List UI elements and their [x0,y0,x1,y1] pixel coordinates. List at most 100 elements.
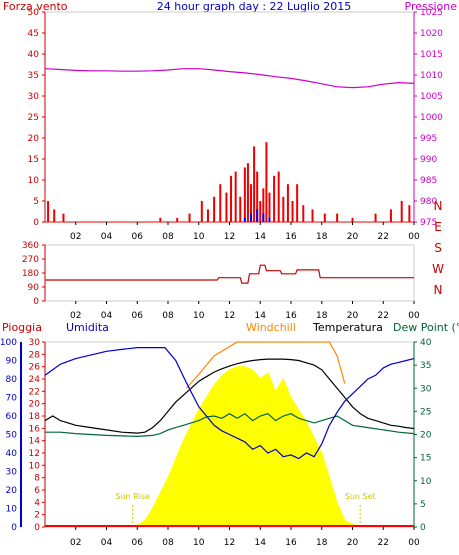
wind-axis-label: Forza vento [3,0,68,13]
temp-tick-label: 15 [420,454,431,464]
wind-bar [323,213,326,222]
wind-low-bar [262,213,265,222]
humidity-axis-label: Umidita [66,321,109,334]
wind-tick-label: 50 [28,8,40,18]
wind-bar [246,163,249,222]
wind-bar [213,196,216,222]
direction-tick-label: 0 [33,297,39,307]
temperature-panel: 0102030405060708090100024681012141618202… [0,338,432,548]
rain-tick-label: 16 [29,424,41,434]
pressure-tick-label: 1005 [420,92,443,102]
pressure-tick-label: 975 [420,218,437,228]
wind-bar [234,171,237,222]
direction-tick-label: 270 [22,255,39,265]
rain-axis-label: Pioggia [2,321,42,334]
temp-tick-label: 30 [420,384,432,394]
rain-tick-label: 12 [29,449,40,459]
wind-tick-label: 35 [28,71,39,81]
x-tick-label: 22 [378,538,389,548]
temp-tick-label: 5 [420,500,426,510]
x-tick-label: 10 [193,311,205,321]
x-tick-label: 10 [193,538,205,548]
pressure-tick-label: 1025 [420,8,443,18]
humidity-tick-label: 70 [6,394,18,404]
temp-tick-label: 0 [420,523,426,533]
wind-bar [256,171,259,222]
compass-label: E [434,220,442,234]
wind-tick-label: 40 [28,50,40,60]
x-tick-label: 12 [224,232,235,242]
wind-tick-label: 0 [33,218,39,228]
direction-tick-label: 180 [22,269,39,279]
wind-bar [225,192,228,222]
x-tick-label: 16 [285,311,297,321]
rain-tick-label: 2 [34,511,40,521]
pressure-tick-label: 1000 [420,113,443,123]
pressure-tick-label: 995 [420,134,437,144]
wind-bar [400,201,403,222]
humidity-tick-label: 80 [6,375,18,385]
wind-bar [243,167,246,222]
rain-tick-label: 6 [34,486,40,496]
wind-bar [188,213,191,222]
rain-tick-label: 10 [29,461,41,471]
wind-tick-label: 25 [28,113,39,123]
wind-bar [282,196,285,222]
wind-bar [302,205,305,222]
wind-bar [336,213,339,222]
wind-bar [176,217,179,222]
direction-tick-label: 90 [28,283,40,293]
windchill-line [185,341,346,389]
pressure-tick-label: 1015 [420,50,443,60]
humidity-tick-label: 50 [6,431,18,441]
x-tick-label: 20 [347,538,359,548]
x-tick-label: 20 [347,311,359,321]
x-tick-label: 08 [162,232,174,242]
wind-bar [311,209,314,222]
wind-bar [268,192,271,222]
x-tick-label: 08 [162,538,174,548]
wind-tick-label: 15 [28,155,39,165]
rain-tick-label: 24 [29,375,41,385]
x-tick-label: 00 [408,311,420,321]
temp-tick-label: 20 [420,431,432,441]
humidity-tick-label: 30 [6,468,18,478]
x-tick-label: 14 [255,538,267,548]
sunrise-label: Sun Rise [115,492,150,501]
x-tick-label: 22 [378,311,389,321]
x-tick-label: 10 [193,232,205,242]
wind-tick-label: 10 [28,176,40,186]
wind-tick-label: 20 [28,134,40,144]
x-tick-label: 06 [132,232,144,242]
wind-bar [273,175,276,222]
direction-line [45,264,414,284]
x-tick-label: 18 [316,311,328,321]
x-tick-label: 08 [162,311,174,321]
x-tick-label: 06 [132,538,144,548]
x-tick-label: 02 [70,232,81,242]
wind-bar [47,201,50,222]
temperature-line [44,358,415,434]
chart-title: 24 hour graph day : 22 Luglio 2015 [157,0,352,13]
rain-tick-label: 0 [34,523,40,533]
rain-tick-label: 28 [29,350,41,360]
humidity-tick-label: 100 [0,338,17,348]
wind-bar [291,201,294,222]
humidity-tick-label: 40 [6,449,18,459]
wind-bar [277,171,280,222]
x-tick-label: 02 [70,538,81,548]
wind-low-bar [268,217,271,222]
wind-low-bar [250,213,253,222]
compass-label: N [434,199,443,213]
temperature-legend: Temperatura [312,321,383,334]
rain-tick-label: 22 [29,387,40,397]
wind-bar [408,205,411,222]
x-tick-label: 14 [255,311,267,321]
wind-bar [265,142,268,222]
x-tick-label: 22 [378,232,389,242]
x-tick-label: 12 [224,311,235,321]
wind-bar [351,217,354,222]
humidity-line [44,347,415,460]
rain-tick-label: 20 [29,400,41,410]
